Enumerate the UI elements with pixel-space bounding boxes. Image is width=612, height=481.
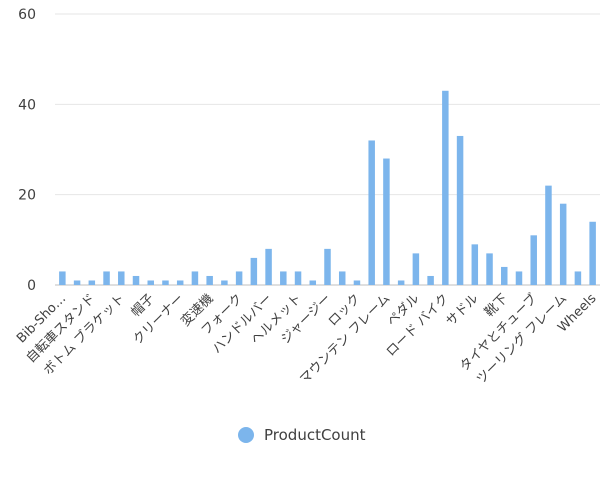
bar[interactable] xyxy=(530,235,537,285)
bar[interactable] xyxy=(368,140,375,285)
bar[interactable] xyxy=(250,257,258,285)
bar[interactable] xyxy=(559,203,567,285)
bar[interactable] xyxy=(176,280,184,285)
bar[interactable] xyxy=(545,185,552,285)
bar[interactable] xyxy=(456,135,464,285)
bar[interactable] xyxy=(309,280,317,285)
bar[interactable] xyxy=(338,271,346,285)
bar[interactable] xyxy=(280,271,287,285)
bar[interactable] xyxy=(162,280,169,285)
bar[interactable] xyxy=(88,280,96,285)
y-tick-label: 0 xyxy=(27,278,36,294)
legend-label: ProductCount xyxy=(264,426,366,444)
bar[interactable] xyxy=(412,253,420,285)
bar[interactable] xyxy=(353,280,361,285)
bar[interactable] xyxy=(471,244,479,285)
bar[interactable] xyxy=(589,221,596,285)
bar[interactable] xyxy=(515,271,523,285)
bar[interactable] xyxy=(501,266,508,285)
x-category-label: サドル xyxy=(443,291,481,329)
bar[interactable] xyxy=(147,280,154,285)
bar[interactable] xyxy=(132,275,140,285)
bar[interactable] xyxy=(73,280,81,285)
legend-swatch xyxy=(238,427,254,443)
bar[interactable] xyxy=(191,271,199,285)
bar[interactable] xyxy=(235,271,243,285)
gridlines xyxy=(55,13,600,286)
bar[interactable] xyxy=(442,90,449,285)
y-axis-tick-labels: 0 20 40 60 xyxy=(18,7,36,294)
bar[interactable] xyxy=(427,275,434,285)
bar[interactable] xyxy=(221,280,228,285)
legend[interactable]: ProductCount xyxy=(238,426,366,444)
bar[interactable] xyxy=(324,248,331,285)
bar[interactable] xyxy=(265,248,272,285)
bar[interactable] xyxy=(397,280,405,285)
bar[interactable] xyxy=(206,275,213,285)
bars xyxy=(59,90,596,285)
bar[interactable] xyxy=(118,271,125,285)
bar[interactable] xyxy=(486,253,493,285)
y-tick-label: 60 xyxy=(18,7,36,23)
bar[interactable] xyxy=(103,271,110,285)
bar[interactable] xyxy=(574,271,582,285)
bar[interactable] xyxy=(383,158,390,285)
bar[interactable] xyxy=(59,271,66,285)
y-tick-label: 40 xyxy=(18,97,36,113)
bar[interactable] xyxy=(294,271,302,285)
y-tick-label: 20 xyxy=(18,188,36,204)
